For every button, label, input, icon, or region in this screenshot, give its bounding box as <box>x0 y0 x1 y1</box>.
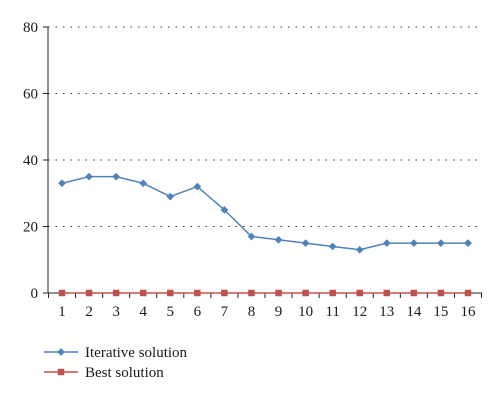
data-point-iterative-solution <box>328 242 337 251</box>
x-tick-label: 14 <box>406 304 422 320</box>
data-point-iterative-solution <box>436 239 445 248</box>
gridlines <box>48 26 482 227</box>
x-tick-label: 7 <box>221 304 229 320</box>
series-iterative-solution <box>58 172 472 254</box>
data-point-best-solution <box>410 289 418 297</box>
data-point-iterative-solution <box>139 179 148 188</box>
legend-item-best-solution: Best solution <box>44 365 164 381</box>
legend-item-iterative-solution: Iterative solution <box>44 345 188 361</box>
data-point-best-solution <box>139 289 147 297</box>
legend-label: Best solution <box>85 365 164 381</box>
x-tick-label: 10 <box>298 304 313 320</box>
legend-swatch-marker <box>57 348 65 356</box>
x-tick-label: 12 <box>352 304 367 320</box>
series-plot-area <box>58 172 472 297</box>
data-point-iterative-solution <box>382 239 391 248</box>
legend: Iterative solution Best solution <box>44 345 188 381</box>
x-tick-label: 2 <box>85 304 93 320</box>
data-point-iterative-solution <box>193 182 202 191</box>
data-point-iterative-solution <box>85 172 94 181</box>
data-point-best-solution <box>275 289 282 297</box>
series-best-solution <box>58 289 472 297</box>
data-point-iterative-solution <box>464 239 472 248</box>
data-point-best-solution <box>329 289 336 297</box>
x-tick-label: 15 <box>433 304 448 320</box>
data-point-best-solution <box>194 289 201 297</box>
x-tick-label: 13 <box>379 304 394 320</box>
data-point-best-solution <box>356 289 363 297</box>
data-point-best-solution <box>248 289 255 297</box>
data-point-best-solution <box>221 289 228 297</box>
data-point-iterative-solution <box>220 205 229 214</box>
data-point-iterative-solution <box>58 179 66 188</box>
y-tick-label: 60 <box>23 87 38 103</box>
x-tick-label: 16 <box>461 304 477 320</box>
data-point-best-solution <box>58 289 66 297</box>
x-tick-label: 3 <box>112 304 120 320</box>
x-tick-label: 9 <box>275 304 283 320</box>
series-line-iterative-solution <box>61 175 468 251</box>
data-point-iterative-solution <box>247 232 256 241</box>
x-tick-label: 5 <box>167 304 175 320</box>
data-point-best-solution <box>112 289 120 297</box>
x-tick-label: 11 <box>325 304 339 320</box>
data-point-iterative-solution <box>301 239 310 248</box>
x-tick-label: 8 <box>248 304 256 320</box>
data-point-best-solution <box>383 289 391 297</box>
x-tick-label: 1 <box>58 304 66 320</box>
x-tick-label: 4 <box>139 304 147 320</box>
data-point-iterative-solution <box>166 192 175 201</box>
data-point-iterative-solution <box>274 235 283 244</box>
data-point-best-solution <box>464 289 472 297</box>
y-tick-label: 0 <box>31 286 39 302</box>
data-point-iterative-solution <box>409 239 418 248</box>
data-point-best-solution <box>437 289 445 297</box>
data-point-iterative-solution <box>355 245 364 254</box>
legend-swatch-marker <box>57 368 65 376</box>
y-tick-label: 40 <box>23 153 38 169</box>
y-tick-label: 20 <box>23 220 38 236</box>
data-point-best-solution <box>85 289 93 297</box>
y-tick-label: 80 <box>23 20 38 36</box>
data-point-iterative-solution <box>112 172 121 181</box>
data-point-best-solution <box>167 289 174 297</box>
data-point-best-solution <box>302 289 309 297</box>
x-tick-label: 6 <box>194 304 202 320</box>
legend-label: Iterative solution <box>85 345 188 361</box>
